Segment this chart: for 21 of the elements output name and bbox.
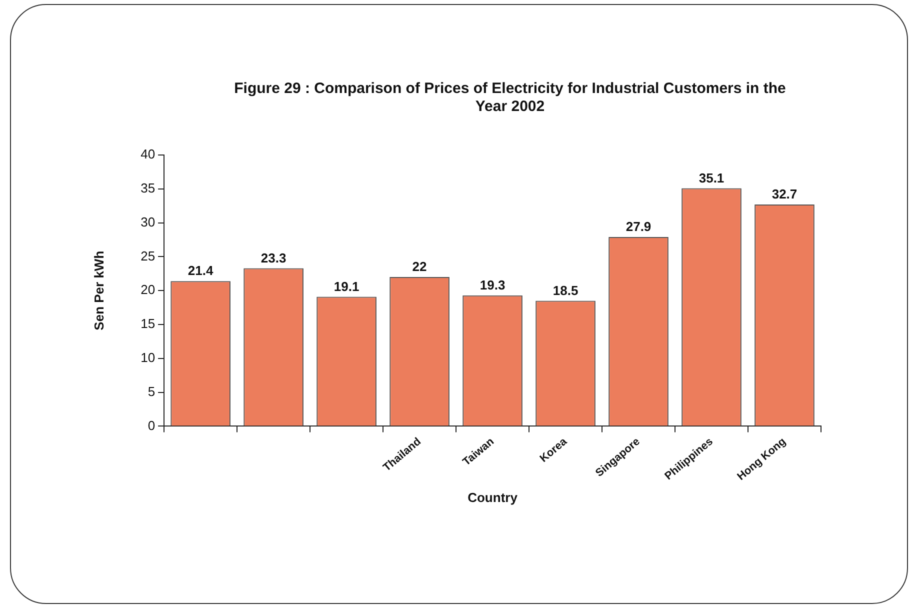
data-label: 23.3 bbox=[260, 250, 286, 266]
data-label: 22 bbox=[412, 259, 427, 274]
y-tick-label: 20 bbox=[140, 282, 156, 298]
data-label: 27.9 bbox=[626, 219, 652, 234]
y-tick-label: 25 bbox=[140, 248, 156, 264]
data-label: 19.3 bbox=[480, 277, 506, 292]
chart-title: Figure 29 : Comparison of Prices of Electricity for Industrial Customers in the Year 2002 bbox=[233, 80, 787, 116]
data-label: 21.4 bbox=[188, 263, 214, 278]
y-tick-label: 0 bbox=[148, 418, 156, 433]
y-axis-title: Sen Per kWh bbox=[91, 250, 106, 330]
data-label: 18.5 bbox=[552, 282, 578, 298]
y-tick-label: 15 bbox=[140, 316, 156, 332]
data-label: 32.7 bbox=[772, 186, 798, 202]
data-label: 19.1 bbox=[334, 278, 360, 294]
y-tick-label: 35 bbox=[140, 180, 156, 196]
data-label: 35.1 bbox=[698, 170, 724, 186]
y-tick-label: 10 bbox=[140, 350, 156, 365]
y-tick-label: 5 bbox=[148, 384, 156, 399]
y-tick-label: 40 bbox=[140, 146, 156, 162]
y-tick-label: 30 bbox=[140, 214, 156, 230]
x-axis-title: Country bbox=[468, 490, 518, 505]
